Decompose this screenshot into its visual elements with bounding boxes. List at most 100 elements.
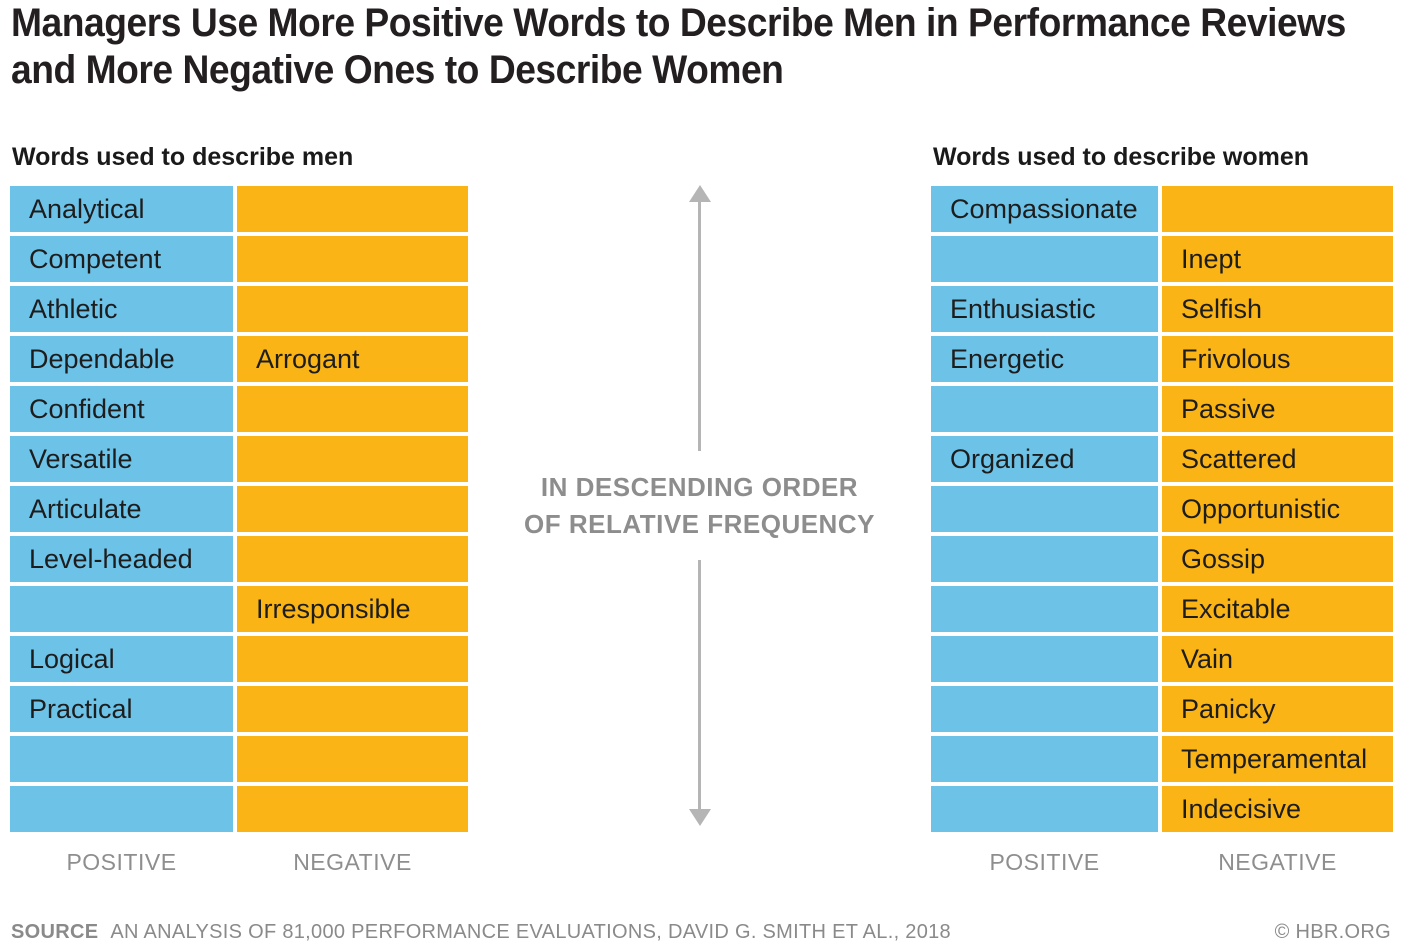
positive-word-cell <box>931 236 1158 282</box>
positive-word-cell: Logical <box>10 636 233 682</box>
positive-word-cell: Competent <box>10 236 233 282</box>
positive-word-cell <box>931 786 1158 832</box>
negative-word-cell: Vain <box>1162 636 1393 682</box>
positive-word-cell <box>931 636 1158 682</box>
table-row: Confident <box>10 386 468 432</box>
positive-word-cell <box>10 586 233 632</box>
table-row: Articulate <box>10 486 468 532</box>
positive-word-cell: Compassionate <box>931 186 1158 232</box>
source-line: SOURCE AN ANALYSIS OF 81,000 PERFORMANCE … <box>11 921 951 944</box>
negative-word-cell: Passive <box>1162 386 1393 432</box>
positive-word-cell: Confident <box>10 386 233 432</box>
positive-word-cell <box>931 386 1158 432</box>
frequency-axis: IN DESCENDING ORDER OF RELATIVE FREQUENC… <box>468 185 931 826</box>
positive-word-cell: Organized <box>931 436 1158 482</box>
table-row: Level-headed <box>10 536 468 582</box>
positive-word-cell: Versatile <box>10 436 233 482</box>
negative-word-cell <box>237 286 468 332</box>
women-table-rows: Compassionate Inept Enthusiastic Selfish Ene… <box>931 186 1393 832</box>
negative-word-cell: Excitable <box>1162 586 1393 632</box>
negative-word-cell: Frivolous <box>1162 336 1393 382</box>
table-row: Opportunistic <box>931 486 1393 532</box>
table-row: Irresponsible <box>10 586 468 632</box>
negative-word-cell: Indecisive <box>1162 786 1393 832</box>
table-row: Analytical <box>10 186 468 232</box>
negative-word-cell <box>1162 186 1393 232</box>
negative-word-cell: Scattered <box>1162 436 1393 482</box>
men-table-rows: Analytical Competent Athletic Dependable Arr… <box>10 186 468 832</box>
table-row <box>10 736 468 782</box>
table-row: Compassionate <box>931 186 1393 232</box>
positive-word-cell <box>10 736 233 782</box>
positive-word-cell <box>10 786 233 832</box>
negative-word-cell <box>237 686 468 732</box>
negative-word-cell: Arrogant <box>237 336 468 382</box>
table-row: Vain <box>931 636 1393 682</box>
positive-word-cell <box>931 486 1158 532</box>
source-text: AN ANALYSIS OF 81,000 PERFORMANCE EVALUA… <box>110 921 951 943</box>
table-row: Practical <box>10 686 468 732</box>
women-word-table: Words used to describe women Compassiona… <box>931 142 1393 876</box>
negative-word-cell <box>237 636 468 682</box>
table-row: Athletic <box>10 286 468 332</box>
positive-word-cell: Practical <box>10 686 233 732</box>
women-positive-label: POSITIVE <box>989 849 1100 875</box>
men-table-header: Words used to describe men <box>12 143 354 171</box>
negative-word-cell <box>237 436 468 482</box>
table-row: Energetic Frivolous <box>931 336 1393 382</box>
negative-word-cell: Inept <box>1162 236 1393 282</box>
table-row: Excitable <box>931 586 1393 632</box>
table-row: Dependable Arrogant <box>10 336 468 382</box>
table-row: Organized Scattered <box>931 436 1393 482</box>
negative-word-cell: Irresponsible <box>237 586 468 632</box>
negative-word-cell <box>237 236 468 282</box>
table-row: Enthusiastic Selfish <box>931 286 1393 332</box>
positive-word-cell <box>931 586 1158 632</box>
negative-word-cell <box>237 536 468 582</box>
negative-word-cell <box>237 786 468 832</box>
frequency-annotation-line2: OF RELATIVE FREQUENCY <box>524 508 875 539</box>
axis-line-top <box>698 202 701 452</box>
arrow-down-icon <box>688 809 711 826</box>
table-row: Inept <box>931 236 1393 282</box>
positive-word-cell: Energetic <box>931 336 1158 382</box>
table-row: Temperamental <box>931 736 1393 782</box>
footer: SOURCE AN ANALYSIS OF 81,000 PERFORMANCE … <box>11 921 1391 944</box>
frequency-annotation: IN DESCENDING ORDER OF RELATIVE FREQUENC… <box>524 469 875 542</box>
men-word-table: Words used to describe men Analytical Com… <box>10 142 468 876</box>
positive-word-cell <box>931 736 1158 782</box>
table-row: Logical <box>10 636 468 682</box>
negative-word-cell: Panicky <box>1162 686 1393 732</box>
axis-line-bottom <box>698 559 701 809</box>
men-negative-label: NEGATIVE <box>293 849 412 875</box>
table-row: Versatile <box>10 436 468 482</box>
chart-title: Managers Use More Positive Words to Desc… <box>11 1 1346 93</box>
hbr-credit: © HBR.ORG <box>1274 921 1391 943</box>
positive-word-cell: Articulate <box>10 486 233 532</box>
table-row <box>10 786 468 832</box>
table-row: Competent <box>10 236 468 282</box>
women-table-header: Words used to describe women <box>933 143 1310 171</box>
negative-word-cell: Temperamental <box>1162 736 1393 782</box>
negative-word-cell: Selfish <box>1162 286 1393 332</box>
table-row: Passive <box>931 386 1393 432</box>
positive-word-cell <box>931 536 1158 582</box>
table-row: Indecisive <box>931 786 1393 832</box>
positive-word-cell: Enthusiastic <box>931 286 1158 332</box>
arrow-up-icon <box>688 185 711 202</box>
men-column-labels: POSITIVE NEGATIVE <box>10 849 468 876</box>
negative-word-cell: Opportunistic <box>1162 486 1393 532</box>
positive-word-cell: Dependable <box>10 336 233 382</box>
positive-word-cell: Level-headed <box>10 536 233 582</box>
negative-word-cell <box>237 486 468 532</box>
positive-word-cell <box>931 686 1158 732</box>
source-label: SOURCE <box>11 921 99 943</box>
table-row: Panicky <box>931 686 1393 732</box>
positive-word-cell: Athletic <box>10 286 233 332</box>
positive-word-cell: Analytical <box>10 186 233 232</box>
men-positive-label: POSITIVE <box>66 849 177 875</box>
negative-word-cell: Gossip <box>1162 536 1393 582</box>
table-row: Gossip <box>931 536 1393 582</box>
women-column-labels: POSITIVE NEGATIVE <box>931 849 1393 876</box>
